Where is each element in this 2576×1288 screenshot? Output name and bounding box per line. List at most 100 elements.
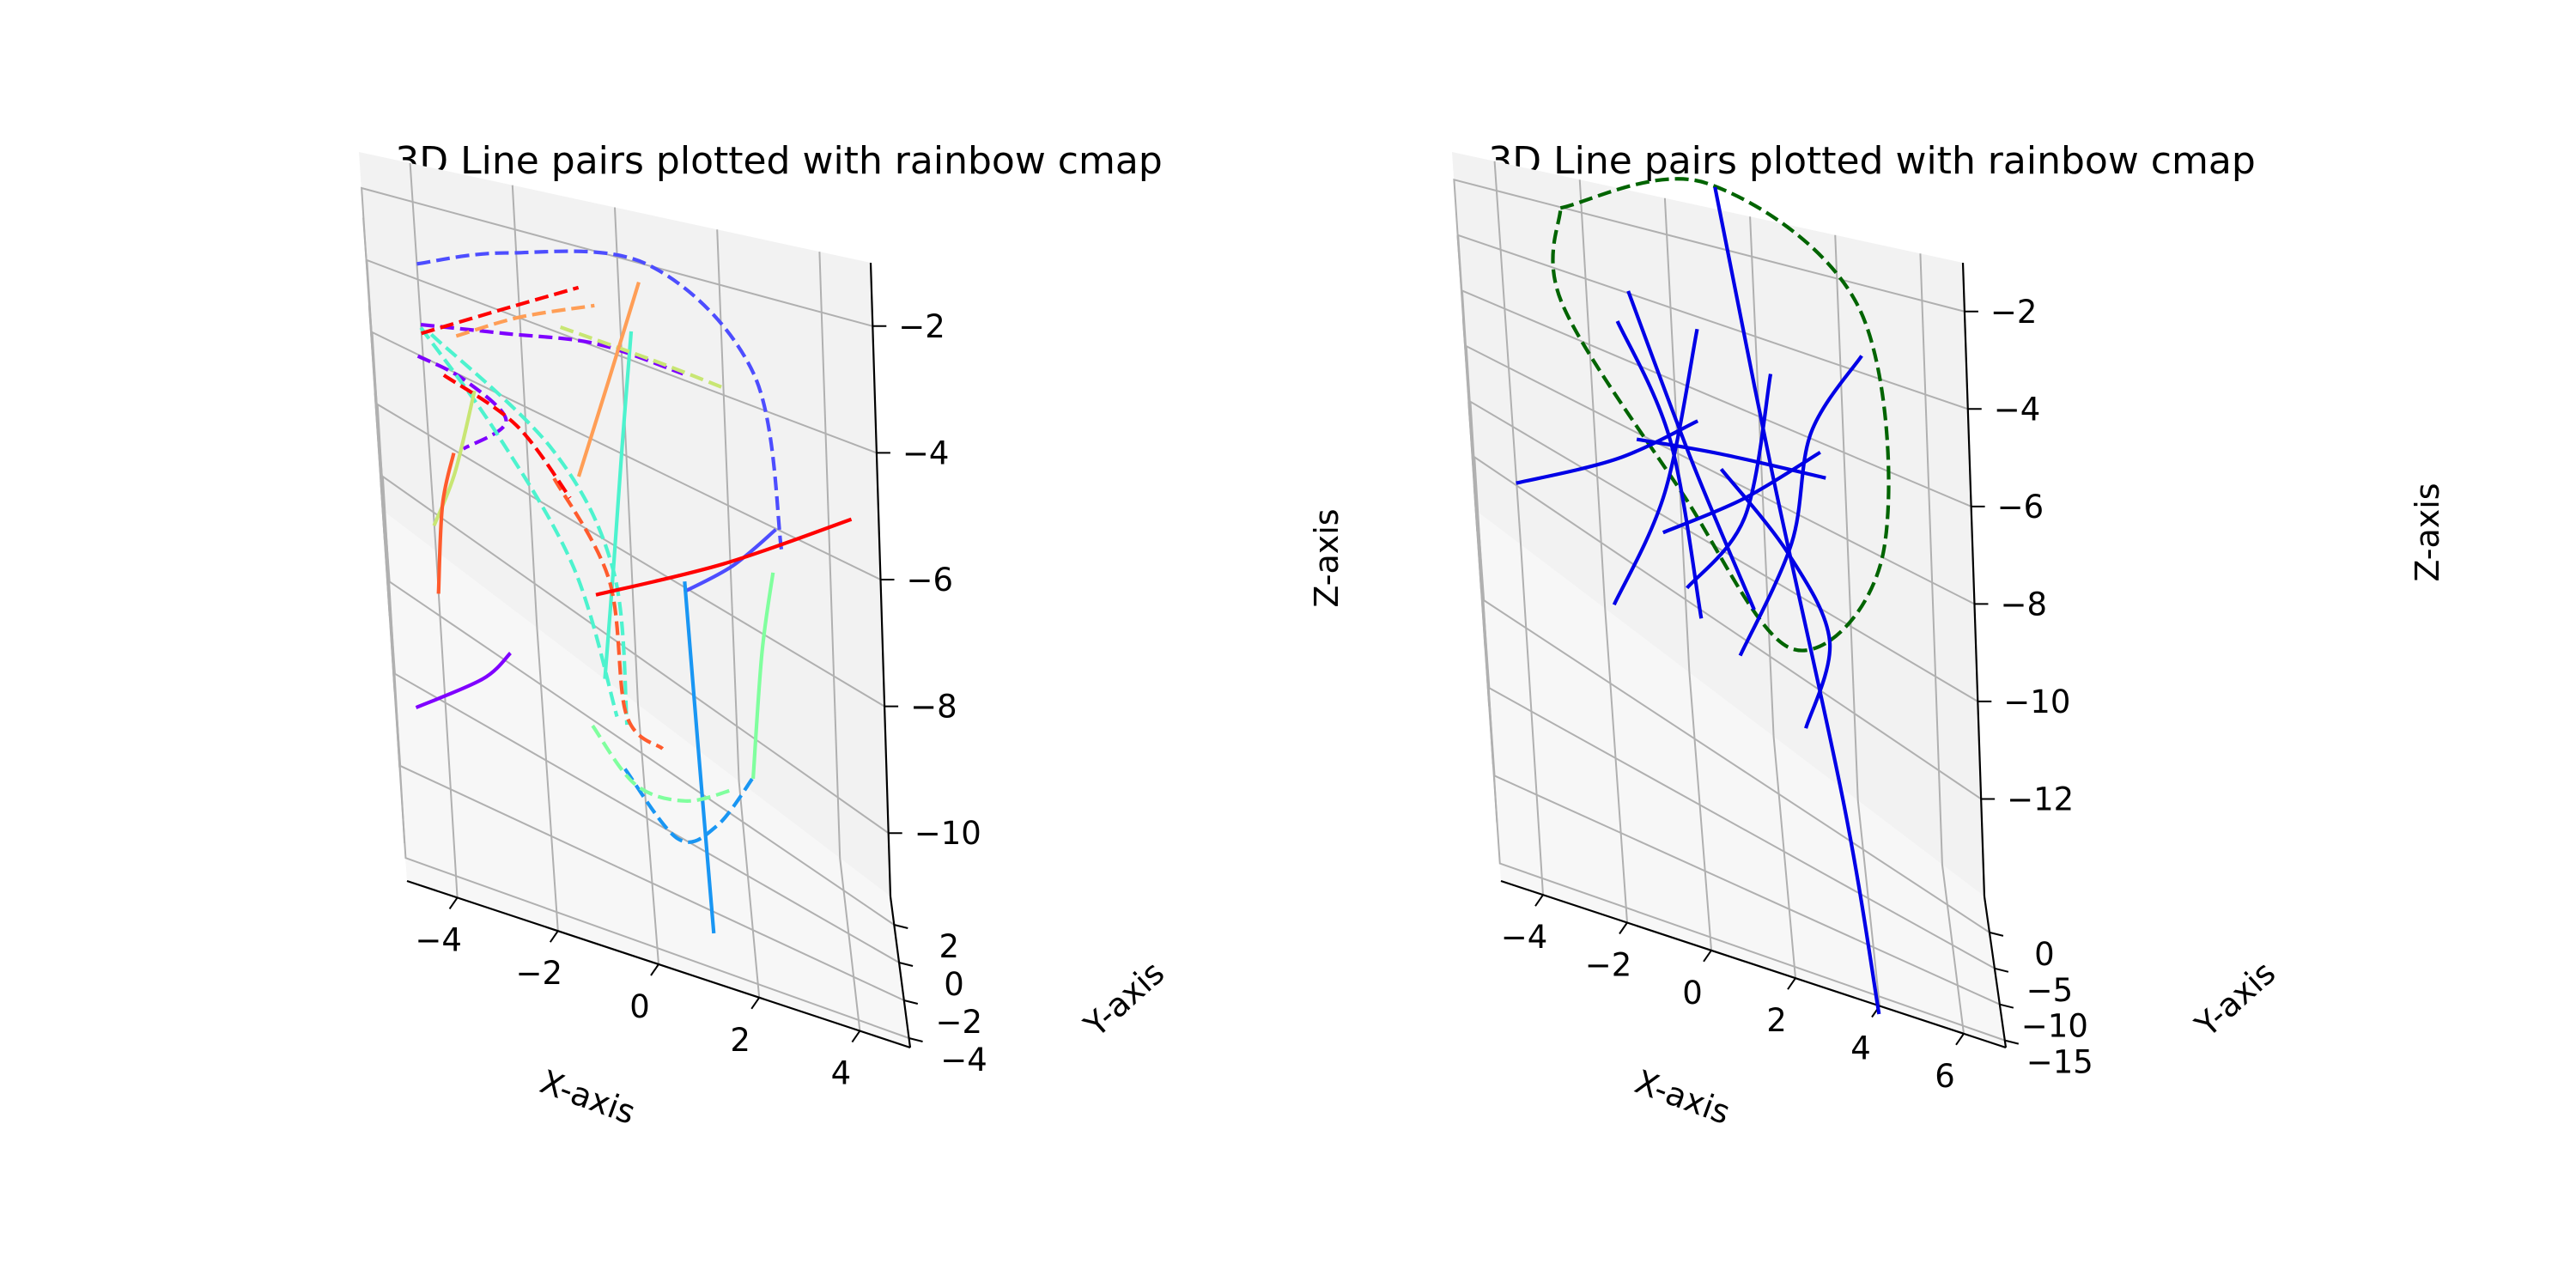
grid-line-x — [1834, 234, 1880, 1006]
panes — [1452, 152, 2006, 1048]
y-tick-label: −2 — [936, 1004, 983, 1041]
series-line-2 — [416, 354, 508, 451]
x-axis-line — [1500, 879, 2007, 1049]
grid-line-z — [361, 186, 873, 541]
y-axis-label: Y-axis — [2188, 954, 2283, 1045]
z-tick-label: −10 — [2003, 683, 2070, 720]
y-axis-line — [889, 896, 912, 1048]
series-line-20 — [421, 285, 580, 336]
grid — [1453, 161, 2006, 1042]
series-line-4 — [416, 249, 784, 551]
z-tick-label: −10 — [914, 815, 981, 852]
series-line-7 — [623, 768, 756, 844]
series-line-15 — [455, 303, 595, 338]
series-line-2 — [1713, 186, 1881, 1015]
y-tick-label: −10 — [2021, 1008, 2088, 1045]
z-tick-label: −4 — [1994, 391, 2041, 428]
grid-line-x — [1493, 161, 1544, 896]
z-tick-label: −2 — [898, 308, 945, 345]
x-tick — [750, 997, 761, 1010]
grid-line-x — [409, 162, 459, 898]
floor-pane — [1479, 513, 2006, 1048]
y-tick-label: 0 — [2034, 936, 2055, 973]
series-line-10 — [1636, 437, 1826, 480]
x-tick-label: −2 — [1585, 947, 1632, 984]
series-line-13 — [432, 390, 477, 526]
series-line-11 — [1719, 467, 1832, 729]
x-tick — [1534, 894, 1544, 907]
chart-title-right: 3D Line pairs plotted with rainbow cmap — [1488, 139, 2256, 183]
y-tick — [898, 962, 914, 967]
data-lines — [1516, 177, 1891, 1015]
series-line-19 — [595, 517, 853, 597]
subplot-left: 3D Line pairs plotted with rainbow cmap … — [359, 139, 1346, 1132]
z-tick-label: −8 — [2000, 586, 2047, 623]
x-tick — [650, 963, 659, 976]
series-line-3 — [1626, 290, 1756, 611]
x-tick — [1619, 921, 1628, 935]
y-tick-label: −5 — [2026, 972, 2074, 1009]
z-tick-label: −6 — [907, 562, 954, 598]
y-tick — [908, 1037, 923, 1042]
x-tick — [1703, 950, 1712, 963]
series-line-12 — [591, 724, 736, 803]
grid — [361, 162, 909, 1039]
series-line-11 — [750, 572, 775, 780]
series-line-14 — [559, 325, 725, 390]
series-line-8 — [1662, 450, 1821, 535]
y-tick-label: 0 — [944, 966, 964, 1003]
series-line-9 — [603, 331, 634, 679]
x-tick-label: −2 — [516, 955, 563, 992]
series-line-10 — [419, 326, 619, 718]
grid-line-x — [614, 207, 659, 965]
grid-line-x — [1749, 216, 1796, 979]
grid-line-x — [1578, 179, 1628, 923]
x-tick-label: 0 — [1682, 975, 1703, 1012]
x-axis-label: X-axis — [1630, 1063, 1735, 1132]
x-tick — [851, 1030, 861, 1043]
x-tick — [1955, 1033, 1965, 1046]
z-tick-label: −4 — [902, 434, 950, 471]
y-axis-line — [1983, 896, 2008, 1048]
z-tick-label: −6 — [1997, 489, 2044, 526]
series-line-5 — [1612, 328, 1699, 606]
y-axis-label: Y-axis — [1077, 954, 1172, 1045]
grid-line-x — [1663, 197, 1712, 951]
data-lines — [415, 249, 853, 934]
subplot-right: 3D Line pairs plotted with rainbow cmap … — [1452, 139, 2446, 1132]
grid-line-x — [716, 229, 761, 998]
y-tick — [1999, 1003, 2014, 1009]
y-tick-label: −4 — [940, 1042, 987, 1078]
grid-line-z — [1453, 178, 1965, 532]
z-axis-label: Z-axis — [2409, 483, 2446, 581]
x-tick — [448, 896, 459, 909]
y-tick — [1989, 931, 2004, 937]
series-line-7 — [1738, 355, 1863, 657]
x-tick-label: 2 — [1766, 1002, 1787, 1039]
series-line-21 — [442, 374, 572, 500]
y-tick-label: 2 — [939, 928, 960, 965]
series-line-16 — [576, 282, 641, 477]
floor-pane — [386, 513, 910, 1048]
x-tick-label: 0 — [629, 988, 650, 1025]
y-tick — [1994, 967, 2009, 973]
x-tick-label: 4 — [831, 1055, 852, 1092]
y-tick — [903, 999, 919, 1005]
z-axis-line — [1961, 262, 1986, 897]
series-line-9 — [1516, 419, 1699, 485]
y-tick — [2004, 1039, 2020, 1045]
x-tick-label: 4 — [1850, 1030, 1871, 1067]
x-axis-label: X-axis — [535, 1063, 640, 1132]
y-tick-label: −15 — [2026, 1044, 2093, 1081]
z-tick-label: −8 — [910, 689, 957, 726]
series-line-17 — [436, 453, 456, 594]
z-axis-label: Z-axis — [1308, 508, 1346, 607]
series-line-1 — [415, 652, 512, 709]
x-tick — [549, 930, 559, 943]
x-tick-label: −4 — [1501, 919, 1548, 956]
y-tick — [894, 924, 908, 929]
panes — [359, 152, 910, 1048]
z-tick-label: −2 — [1990, 294, 2038, 331]
